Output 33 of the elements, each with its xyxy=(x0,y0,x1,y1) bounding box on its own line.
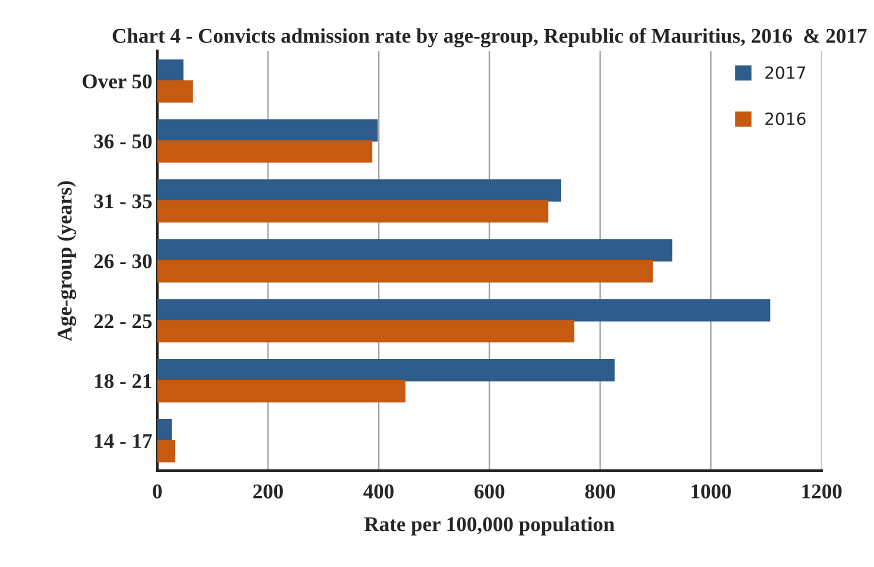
chart-title: Chart 4 - Convicts admission rate by age-group, Republic of Mauritius, 2016 & 2017 xyxy=(112,28,867,48)
bar xyxy=(157,380,406,402)
bar xyxy=(157,299,770,322)
bar xyxy=(157,440,176,462)
x-tick-label: 800 xyxy=(585,484,615,498)
y-axis-title: Age-group (years) xyxy=(57,181,76,342)
x-tick-label: 1200 xyxy=(802,484,842,498)
bar xyxy=(157,239,672,262)
x-axis-title: Rate per 100,000 population xyxy=(364,516,615,536)
bar xyxy=(157,200,548,223)
bar xyxy=(157,59,184,82)
bar xyxy=(157,418,172,442)
legend-label: 2016 xyxy=(765,112,806,126)
x-tick-label: 600 xyxy=(474,484,504,498)
y-tick-label: 36 - 50 xyxy=(94,134,152,148)
y-tick-label: 31 - 35 xyxy=(94,194,152,208)
bar xyxy=(157,320,574,342)
y-tick-label: Over 50 xyxy=(82,74,152,88)
bar xyxy=(157,359,615,382)
x-tick-label: 200 xyxy=(253,484,283,498)
bar xyxy=(157,140,372,163)
x-tick-label: 1000 xyxy=(692,484,731,498)
y-tick-label: 14 - 17 xyxy=(95,434,152,448)
bar xyxy=(157,179,561,202)
y-tick-label: 26 - 30 xyxy=(94,254,152,268)
bar xyxy=(157,80,193,103)
y-tick-label: 18 - 21 xyxy=(95,374,152,388)
bar xyxy=(157,119,378,142)
y-tick-label: 22 - 25 xyxy=(94,314,152,328)
x-tick-label: 0 xyxy=(152,484,162,498)
legend-label: 2017 xyxy=(765,66,806,79)
bar xyxy=(157,260,653,282)
x-tick-label: 400 xyxy=(363,484,394,498)
